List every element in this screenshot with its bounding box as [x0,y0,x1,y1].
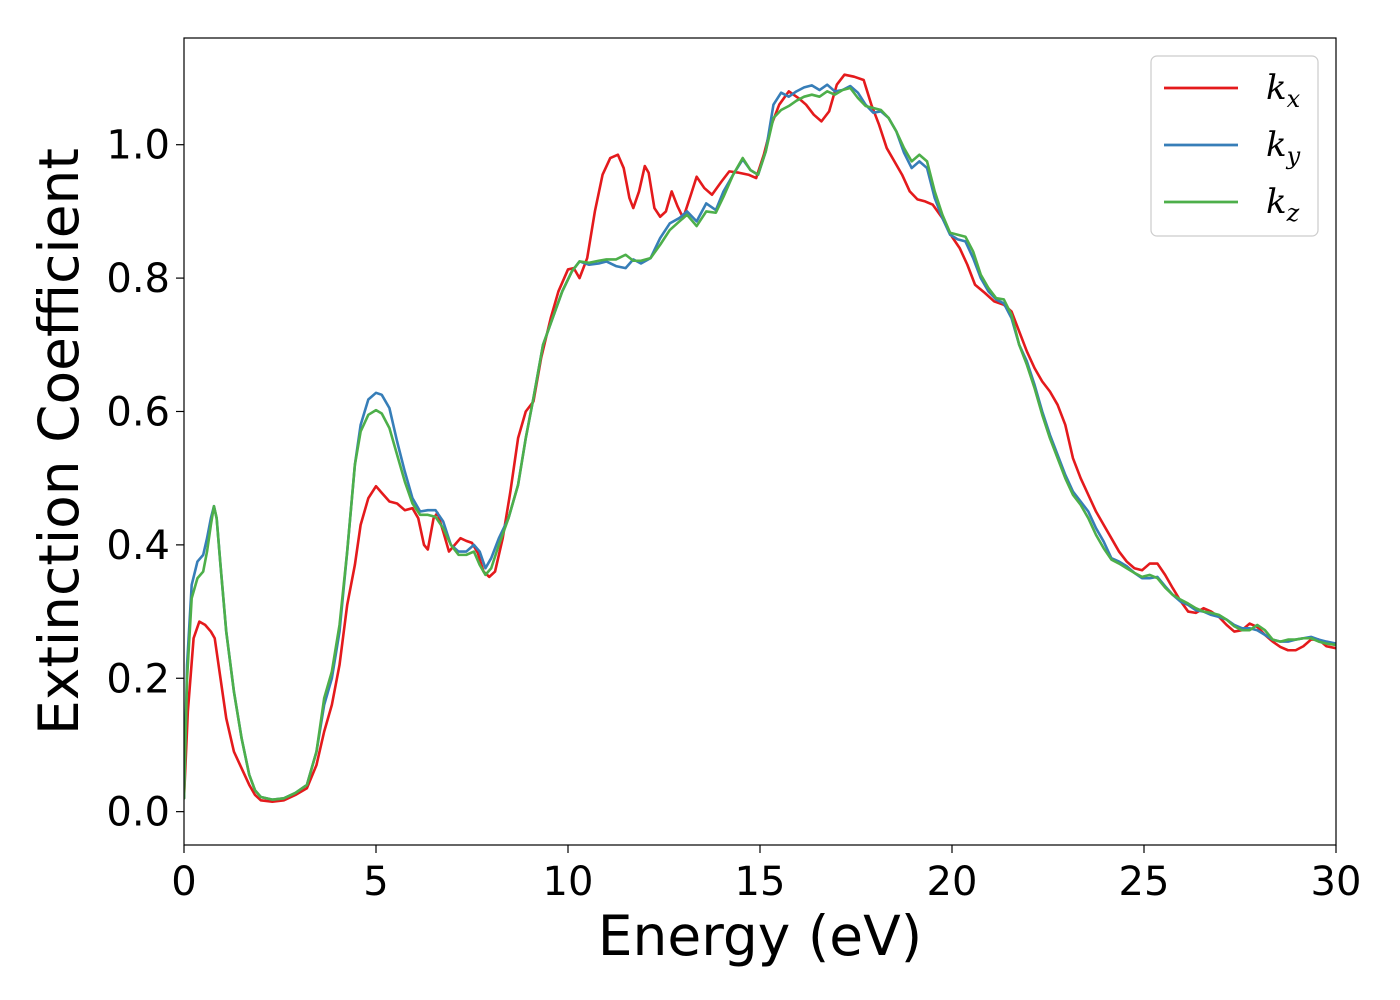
series-line-k-z [184,86,1336,801]
y-tick-label: 1.0 [106,123,170,169]
x-tick-label: 25 [1119,859,1170,905]
x-tick-label: 10 [543,859,594,905]
y-tick-label: 0.2 [106,656,170,702]
x-tick-label: 15 [735,859,786,905]
y-tick-label: 0.8 [106,256,170,302]
y-axis-label: Extinction Coefficient [27,148,91,735]
legend-label: kz [1266,182,1300,227]
y-tick-label: 0.6 [106,389,170,435]
x-tick-label: 0 [171,859,196,905]
y-axis: 0.0 0.2 0.4 0.6 0.8 1.0 [106,123,184,836]
x-tick-label: 20 [927,859,978,905]
x-axis: 0 5 10 15 20 25 30 [171,845,1361,905]
legend: kx ky kz [1150,55,1319,237]
legend-label: ky [1266,125,1301,170]
x-tick-label: 30 [1311,859,1362,905]
legend-label: kx [1266,68,1301,113]
y-tick-label: 0.4 [106,523,170,569]
series-layer [184,73,1336,803]
x-axis-label: Energy (eV) [598,904,922,968]
series-line-k-x [184,73,1336,803]
x-tick-label: 5 [363,859,388,905]
y-tick-label: 0.0 [106,790,170,836]
